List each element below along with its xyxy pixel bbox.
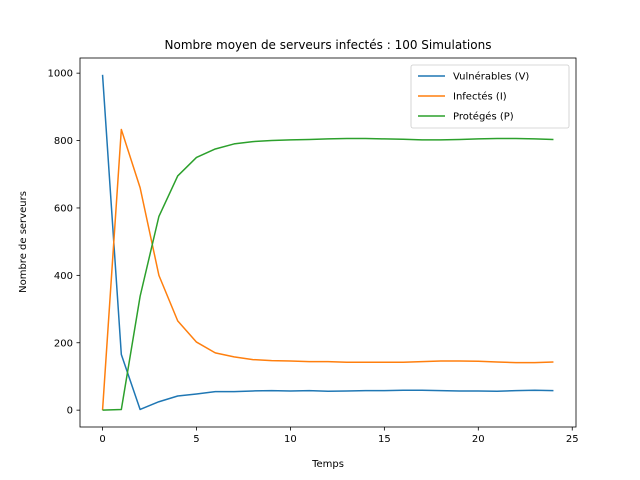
legend-entry-2: Protégés (P)	[453, 111, 514, 123]
legend: Vulnérables (V) Infectés (I) Protégés (P)	[410, 64, 570, 129]
series-line-1	[101, 128, 554, 411]
chart-title: Nombre moyen de serveurs infectés : 100 …	[165, 38, 492, 52]
x-tick-label-25: 25	[566, 434, 579, 445]
y-tick-label-600: 600	[54, 203, 73, 214]
axes-frame	[79, 57, 577, 428]
y-tick-label-400: 400	[54, 271, 73, 282]
series-line-0	[101, 74, 554, 411]
x-tick-label-10: 10	[284, 434, 297, 445]
x-axis-label: Temps	[311, 459, 344, 470]
x-tick-label-20: 20	[472, 434, 485, 445]
legend-entry-1: Infectés (I)	[453, 91, 507, 103]
plot-area: 0 5 10 15 20 25 0 200 400 600 800 1000	[48, 57, 579, 445]
series-line-2	[102, 137, 554, 411]
y-tick-label-200: 200	[54, 338, 73, 349]
x-tick-label-15: 15	[378, 434, 391, 445]
x-tick-label-5: 5	[193, 434, 199, 445]
y-tick-label-1000: 1000	[48, 69, 73, 80]
y-tick-label-0: 0	[67, 406, 73, 417]
y-axis-label: Nombre de serveurs	[18, 191, 29, 293]
y-tick-label-800: 800	[54, 136, 73, 147]
legend-box	[410, 64, 570, 129]
legend-entry-0: Vulnérables (V)	[453, 71, 529, 83]
x-tick-label-0: 0	[99, 434, 105, 445]
